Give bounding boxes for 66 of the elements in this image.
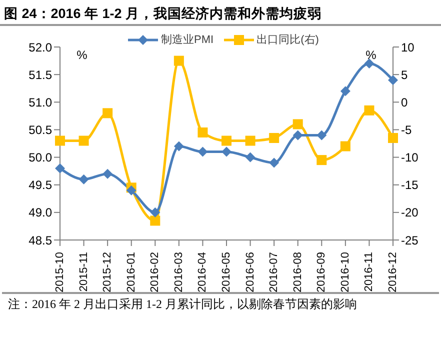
y-tick-label: 51.0 [28,95,52,110]
point [269,158,280,168]
x-tick-label: 2016-11 [363,252,376,292]
y-tick-label: 49.5 [28,178,52,192]
y-axis-title: % [76,48,88,62]
point [388,75,398,86]
point [316,130,327,140]
point [150,216,160,226]
x-tick-label: 2016-09 [316,252,328,292]
x-tick-label: 2016-03 [172,252,185,292]
x-tick-label: 2016-12 [387,252,399,292]
y2-tick-label: -5 [401,122,412,137]
x-tick-label: 2016-07 [268,252,280,292]
y-tick-label: 48.5 [28,233,52,248]
legend-label: 制造业PMI [160,33,214,47]
x-tick-label: 2016-10 [339,252,352,292]
x-tick-label: 2016-05 [220,252,232,292]
x-tick-label: 2016-06 [244,252,256,292]
x-tick-label: 2015-11 [78,252,90,292]
point [174,56,184,66]
point [198,146,208,157]
point [126,185,136,196]
point [364,58,374,69]
point [340,141,350,152]
point [222,136,232,146]
y2-tick-label: 0 [401,95,408,110]
y2-tick-label: -10 [401,150,419,165]
x-tick-label: 2015-12 [102,252,114,292]
legend-label: 出口同比(右) [256,33,319,47]
point [388,132,398,143]
point [269,132,280,143]
text: 注：2016 年 2 月出口采用 1-2 月累计同比，以剔除春节因素的影响 [8,297,358,312]
point [150,207,160,218]
point [364,105,374,116]
point [102,108,113,118]
point [102,168,113,179]
x-tick-label: 2016-01 [125,252,138,292]
point [245,136,256,146]
y-tick-label: 52.0 [28,40,52,54]
chart-title: 图 24：2016 年 1-2 月，我国经济内需和外需均疲弱 [0,0,441,26]
point [78,174,89,184]
y2-tick-label: 10 [401,40,415,54]
point [55,163,65,174]
point [222,146,232,157]
y-tick-label: 50.0 [28,150,52,165]
point [292,119,303,130]
point [292,130,303,140]
y2-tick-label: -25 [401,233,419,248]
x-tick-label: 2016-02 [149,252,162,292]
y2-tick-label: 5 [401,68,408,82]
x-tick-label: 2015-10 [54,252,66,292]
point [316,155,327,166]
point [55,136,65,146]
x-tick-label: 2016-08 [292,252,304,292]
y-tick-label: 49.0 [28,206,52,220]
y-tick-label: 50.5 [28,122,52,137]
point [174,141,184,152]
point [78,136,89,146]
y2-tick-label: -20 [401,206,419,220]
point [198,127,208,138]
point [245,152,256,162]
y-tick-label: 51.5 [28,68,52,82]
x-tick-label: 2016-04 [196,252,209,292]
y2-axis-title: % [366,48,377,62]
point [340,86,350,96]
y2-tick-label: -15 [401,178,419,192]
